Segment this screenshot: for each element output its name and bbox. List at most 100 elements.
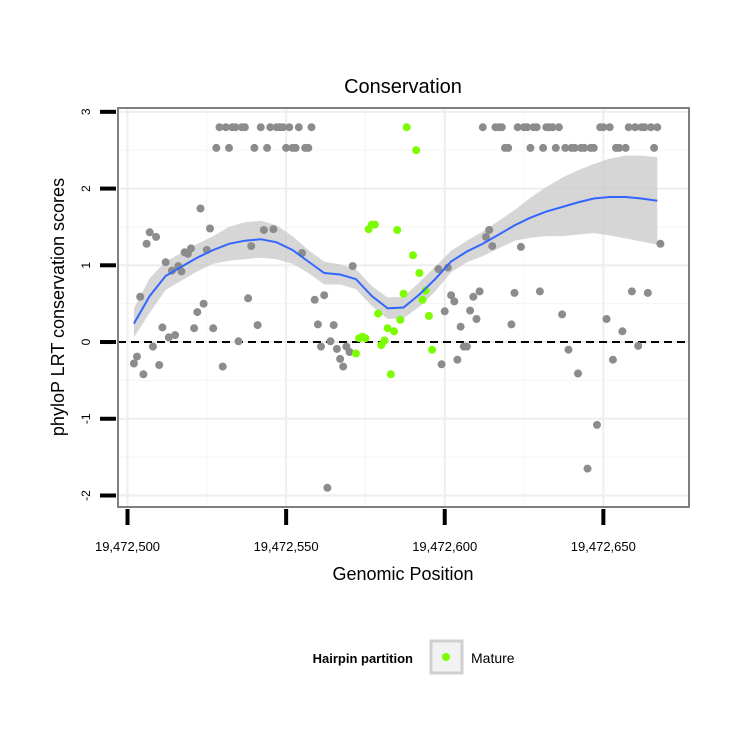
other-point [326,337,335,346]
other-point [209,324,218,333]
other-point [593,420,601,429]
other-point [656,239,665,248]
mature-point [402,123,411,132]
mature-point [428,345,437,354]
other-point [332,344,341,353]
other-point [307,123,316,132]
other-point [171,331,180,340]
other-point [634,341,643,350]
other-point [554,123,563,132]
other-point [523,123,532,132]
mature-point [409,251,417,260]
other-point [615,143,624,152]
other-point [453,355,462,364]
other-point [532,123,541,132]
other-point [317,342,325,351]
other-point [225,143,233,152]
other-point [215,123,224,132]
other-point [507,320,516,329]
plot-panel: -2 -1 0 1 2 3 19,472,500 19,472,550 19,472,600 19… [79,107,690,554]
other-point [158,323,167,332]
other-point [336,354,345,363]
other-point [497,123,506,132]
other-point [504,143,513,152]
other-point [190,324,199,333]
other-point [212,143,221,152]
other-point [129,359,138,368]
other-point [161,258,170,267]
x-tick-label: 19,472,650 [571,539,636,554]
legend-title: Hairpin partition [313,651,413,666]
other-point [602,315,611,323]
other-point [304,143,313,152]
other-point [621,143,630,152]
other-point [513,123,522,132]
other-point [631,123,640,132]
y-tick-label: 0 [79,338,93,345]
other-point [152,232,161,241]
other-point [218,362,227,371]
mature-point [383,324,392,333]
other-point [646,123,655,132]
y-tick-label: 2 [79,185,93,192]
mature-point [386,370,395,379]
other-point [244,294,253,303]
other-point [599,123,608,132]
confidence-ribbon [133,155,658,338]
other-point [561,143,570,152]
other-point [605,123,614,132]
other-point [485,226,494,234]
other-point [564,345,573,354]
panel-border [117,107,690,508]
other-point [164,333,173,342]
chart-title: Conservation [344,76,462,98]
other-point [256,123,265,132]
other-point [574,369,582,378]
other-point [437,360,446,369]
other-point [551,143,560,152]
y-tick-label: -1 [79,413,93,424]
other-point [618,327,627,336]
other-point [323,483,332,492]
mature-point [415,269,424,277]
other-point [447,291,456,300]
other-point [462,342,471,351]
other-point [339,362,348,371]
other-point [589,143,598,152]
other-point [196,204,205,213]
other-point [558,310,567,319]
mature-point [396,315,405,324]
other-point [231,123,240,132]
other-point [348,262,357,271]
mature-point [393,226,402,234]
other-point [250,143,259,152]
mature-point [421,286,430,295]
legend: Hairpin partition Mature [313,639,515,675]
other-point [650,143,659,152]
mature-point [361,334,370,343]
other-point [570,143,579,152]
other-point [145,228,154,237]
other-point [469,292,478,301]
x-tick-label: 19,472,550 [254,539,319,554]
other-point [133,352,141,361]
other-point [472,315,481,323]
other-point [193,308,202,317]
other-point [475,287,484,296]
other-point [482,232,490,241]
other-point [345,348,354,356]
other-point [466,306,475,315]
other-point [488,242,497,251]
other-point [310,295,319,304]
other-point [313,320,322,329]
other-point [539,143,548,152]
other-point [269,225,278,234]
other-point [148,342,157,351]
x-axis-label: Genomic Position [332,564,473,584]
other-point [440,307,449,316]
legend-label-mature: Mature [471,650,515,666]
other-point [155,361,164,369]
other-point [266,123,275,132]
